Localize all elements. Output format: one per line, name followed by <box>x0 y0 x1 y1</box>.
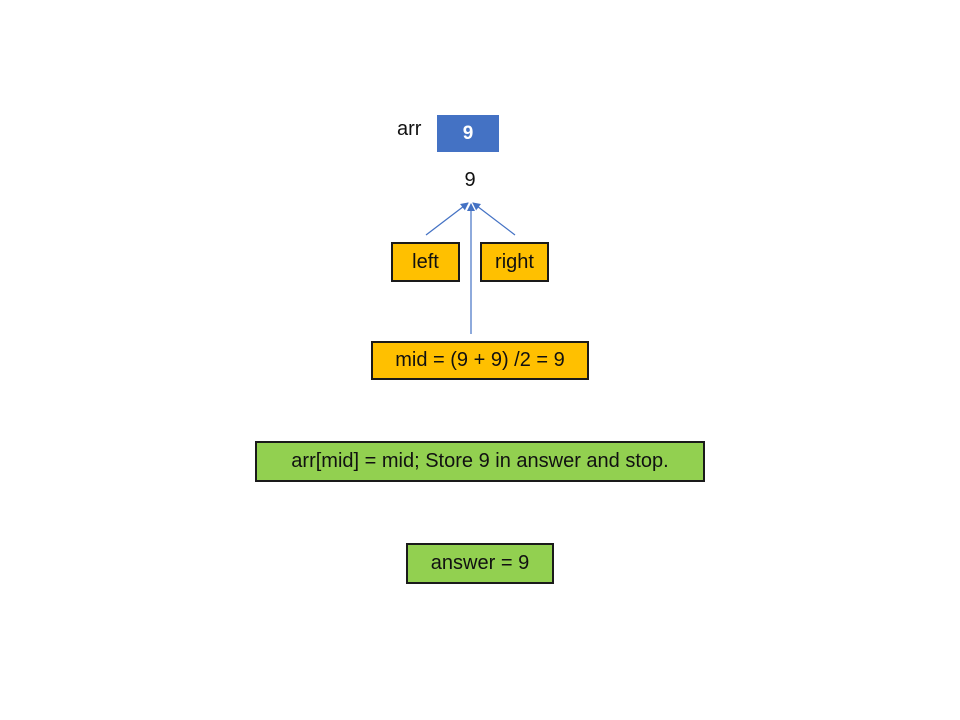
right-arrow <box>472 202 516 236</box>
left-pointer-box: left <box>391 242 460 282</box>
answer-box: answer = 9 <box>406 543 554 584</box>
array-label: arr <box>397 118 422 140</box>
array-index: 9 <box>464 169 476 191</box>
left-arrow <box>425 202 469 236</box>
mid-calculation-box: mid = (9 + 9) /2 = 9 <box>371 341 589 380</box>
condition-box: arr[mid] = mid; Store 9 in answer and st… <box>255 441 705 482</box>
array-cell: 9 <box>437 115 499 152</box>
right-pointer-box: right <box>480 242 549 282</box>
